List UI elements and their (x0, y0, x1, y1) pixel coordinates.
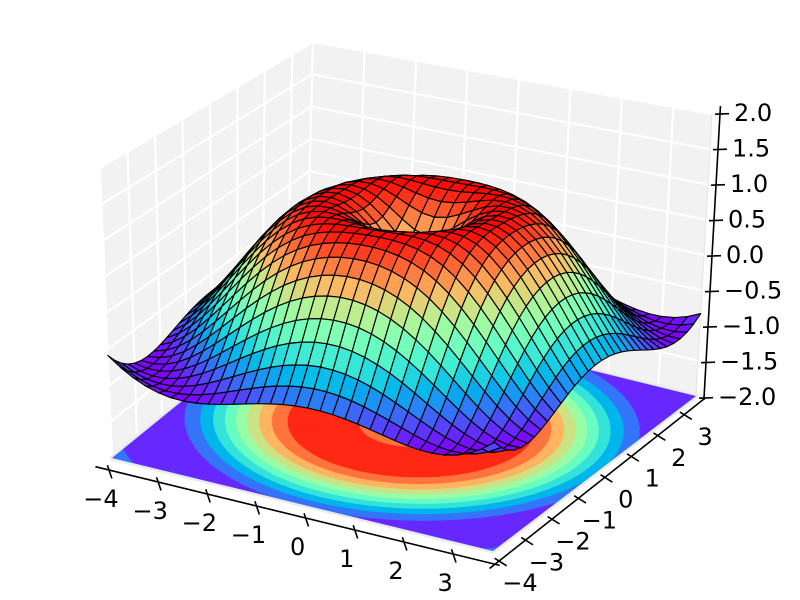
figure-3d-surface-plot (0, 0, 800, 600)
surface3d-canvas (0, 0, 800, 600)
